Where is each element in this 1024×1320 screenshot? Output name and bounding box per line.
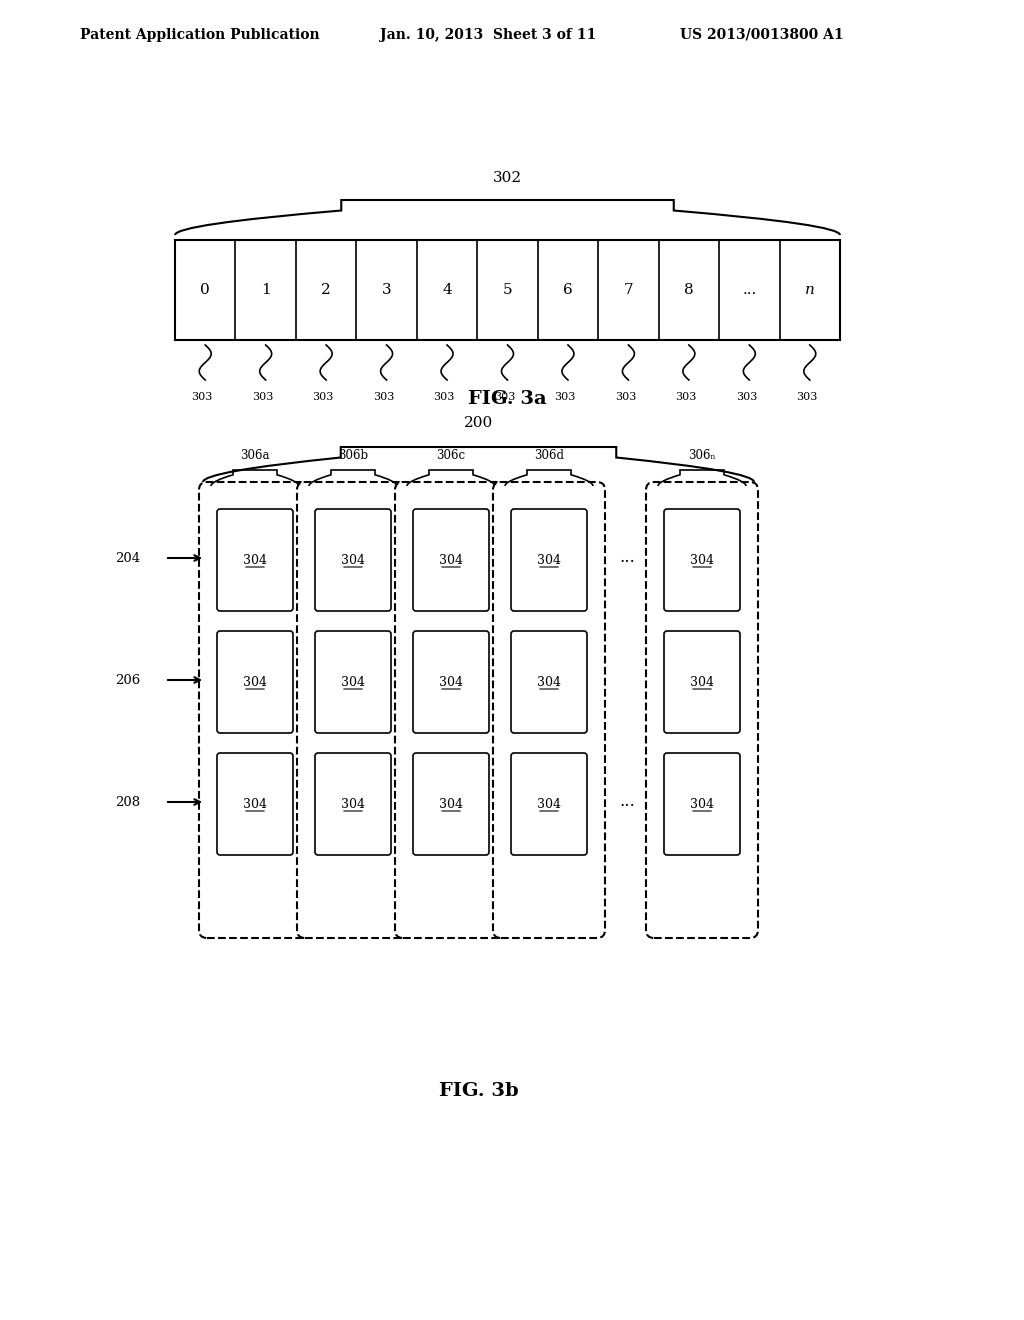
FancyBboxPatch shape: [315, 510, 391, 611]
Text: 303: 303: [494, 392, 515, 403]
FancyBboxPatch shape: [175, 240, 840, 341]
Text: 304: 304: [439, 676, 463, 689]
FancyBboxPatch shape: [664, 752, 740, 855]
Text: 304: 304: [243, 797, 267, 810]
Text: 302: 302: [493, 172, 522, 185]
Text: 304: 304: [243, 553, 267, 566]
Text: 304: 304: [439, 797, 463, 810]
Text: 6: 6: [563, 282, 572, 297]
Text: Patent Application Publication: Patent Application Publication: [80, 28, 319, 42]
FancyBboxPatch shape: [511, 752, 587, 855]
Text: 303: 303: [614, 392, 636, 403]
Text: 206: 206: [115, 673, 140, 686]
Text: 7: 7: [624, 282, 633, 297]
FancyBboxPatch shape: [646, 482, 758, 939]
Text: 8: 8: [684, 282, 693, 297]
Text: 208: 208: [115, 796, 140, 808]
Text: 5: 5: [503, 282, 512, 297]
FancyBboxPatch shape: [511, 631, 587, 733]
Text: ...: ...: [620, 549, 635, 566]
Text: 304: 304: [690, 676, 714, 689]
Text: 304: 304: [537, 676, 561, 689]
Text: 303: 303: [675, 392, 696, 403]
FancyBboxPatch shape: [664, 510, 740, 611]
Text: 303: 303: [796, 392, 817, 403]
Text: 304: 304: [341, 797, 365, 810]
Text: 304: 304: [341, 553, 365, 566]
FancyBboxPatch shape: [664, 631, 740, 733]
Text: 303: 303: [735, 392, 757, 403]
Text: 304: 304: [690, 553, 714, 566]
FancyBboxPatch shape: [315, 631, 391, 733]
FancyBboxPatch shape: [493, 482, 605, 939]
Text: 304: 304: [537, 553, 561, 566]
FancyBboxPatch shape: [297, 482, 409, 939]
Text: 306c: 306c: [436, 449, 466, 462]
Text: 306a: 306a: [241, 449, 269, 462]
Text: n: n: [805, 282, 815, 297]
FancyBboxPatch shape: [413, 631, 489, 733]
Text: 304: 304: [439, 553, 463, 566]
Text: 303: 303: [373, 392, 394, 403]
Text: 303: 303: [191, 392, 213, 403]
Text: 2: 2: [322, 282, 331, 297]
Text: 304: 304: [243, 676, 267, 689]
Text: FIG. 3b: FIG. 3b: [438, 1082, 518, 1100]
Text: 303: 303: [252, 392, 273, 403]
FancyBboxPatch shape: [199, 482, 311, 939]
FancyBboxPatch shape: [217, 752, 293, 855]
Text: 1: 1: [261, 282, 270, 297]
FancyBboxPatch shape: [395, 482, 507, 939]
FancyBboxPatch shape: [413, 510, 489, 611]
FancyBboxPatch shape: [315, 752, 391, 855]
Text: US 2013/0013800 A1: US 2013/0013800 A1: [680, 28, 844, 42]
FancyBboxPatch shape: [217, 510, 293, 611]
Text: 303: 303: [554, 392, 575, 403]
Text: 304: 304: [537, 797, 561, 810]
Text: 3: 3: [382, 282, 391, 297]
FancyBboxPatch shape: [413, 752, 489, 855]
Text: 306ₙ: 306ₙ: [688, 449, 716, 462]
FancyBboxPatch shape: [511, 510, 587, 611]
Text: 0: 0: [201, 282, 210, 297]
Text: 306d: 306d: [534, 449, 564, 462]
Text: 303: 303: [433, 392, 455, 403]
Text: ...: ...: [742, 282, 757, 297]
Text: 306b: 306b: [338, 449, 368, 462]
Text: ...: ...: [620, 793, 635, 810]
Text: 204: 204: [115, 552, 140, 565]
FancyBboxPatch shape: [217, 631, 293, 733]
Text: 304: 304: [341, 676, 365, 689]
Text: 304: 304: [690, 797, 714, 810]
Text: 303: 303: [312, 392, 334, 403]
Text: 4: 4: [442, 282, 452, 297]
Text: Jan. 10, 2013  Sheet 3 of 11: Jan. 10, 2013 Sheet 3 of 11: [380, 28, 596, 42]
Text: FIG. 3a: FIG. 3a: [468, 389, 547, 408]
Text: 200: 200: [464, 416, 494, 430]
